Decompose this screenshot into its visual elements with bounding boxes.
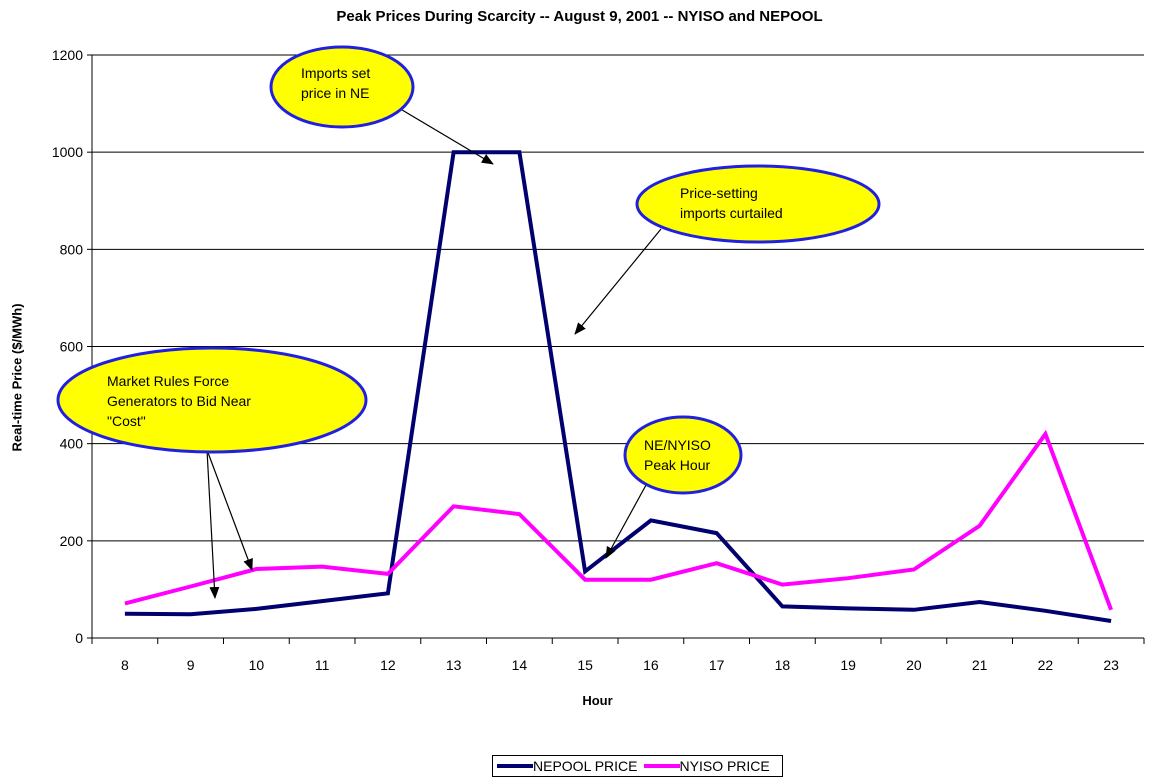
annotation-bubble-curtailed xyxy=(635,164,881,244)
x-tick-label: 8 xyxy=(121,657,129,673)
legend-item-nepool: NEPOOL PRICE xyxy=(497,758,638,774)
chart-title: Peak Prices During Scarcity -- August 9,… xyxy=(336,8,823,25)
x-tick-label: 16 xyxy=(643,657,659,673)
x-tick-label: 19 xyxy=(840,657,856,673)
annotation-bubble-imports xyxy=(269,45,415,129)
annotation-arrow xyxy=(206,449,220,599)
annotation-text-imports: price in NE xyxy=(301,85,369,101)
y-tick-label: 800 xyxy=(60,241,84,257)
annotation-text-market: "Cost" xyxy=(107,413,146,429)
x-tick-label: 18 xyxy=(775,657,791,673)
annotation-arrow xyxy=(386,100,494,165)
legend-swatch-nepool xyxy=(497,764,533,768)
x-tick-label: 20 xyxy=(906,657,922,673)
x-tick-label: 17 xyxy=(709,657,725,673)
annotation-arrow xyxy=(605,475,652,559)
legend-swatch-nyiso xyxy=(643,764,680,768)
y-axis-label: Real-time Price ($/MWh) xyxy=(9,303,25,452)
x-tick-label: 12 xyxy=(380,657,396,673)
x-axis-label: Hour xyxy=(582,693,613,708)
x-tick-label: 10 xyxy=(249,657,265,673)
annotation-arrow xyxy=(206,449,253,571)
annotation-arrow xyxy=(574,228,662,335)
y-tick-label: 0 xyxy=(75,630,83,646)
x-tick-label: 14 xyxy=(512,657,528,673)
y-tick-label: 400 xyxy=(60,436,84,452)
y-tick-label: 1000 xyxy=(52,144,83,160)
annotation-text-peak: Peak Hour xyxy=(644,457,710,473)
legend-item-nyiso: NYISO PRICE xyxy=(643,758,770,774)
y-tick-label: 600 xyxy=(60,339,84,355)
annotation-text-market: Generators to Bid Near xyxy=(107,393,251,409)
x-tick-label: 11 xyxy=(315,657,330,673)
x-tick-label: 15 xyxy=(577,657,593,673)
legend-label-nepool: NEPOOL PRICE xyxy=(533,758,638,774)
y-tick-label: 200 xyxy=(60,533,84,549)
series-line-nepool xyxy=(124,150,1112,623)
x-tick-label: 21 xyxy=(972,657,988,673)
annotation-bubble-market xyxy=(56,346,368,454)
x-tick-label: 22 xyxy=(1038,657,1054,673)
x-tick-label: 23 xyxy=(1103,657,1119,673)
y-tick-label: 1200 xyxy=(52,47,83,63)
x-tick-label: 13 xyxy=(446,657,462,673)
annotation-text-imports: Imports set xyxy=(301,65,370,81)
x-tick-label: 9 xyxy=(187,657,195,673)
annotation-text-peak: NE/NYISO xyxy=(644,437,711,453)
series-line-nyiso xyxy=(124,429,1113,611)
annotation-bubble-peak xyxy=(623,415,743,495)
annotation-text-curtailed: imports curtailed xyxy=(680,205,783,221)
legend-label-nyiso: NYISO PRICE xyxy=(679,758,770,774)
chart-legend: NEPOOL PRICE NYISO PRICE xyxy=(492,755,783,777)
annotation-text-curtailed: Price-setting xyxy=(680,185,758,201)
annotation-text-market: Market Rules Force xyxy=(107,373,229,389)
